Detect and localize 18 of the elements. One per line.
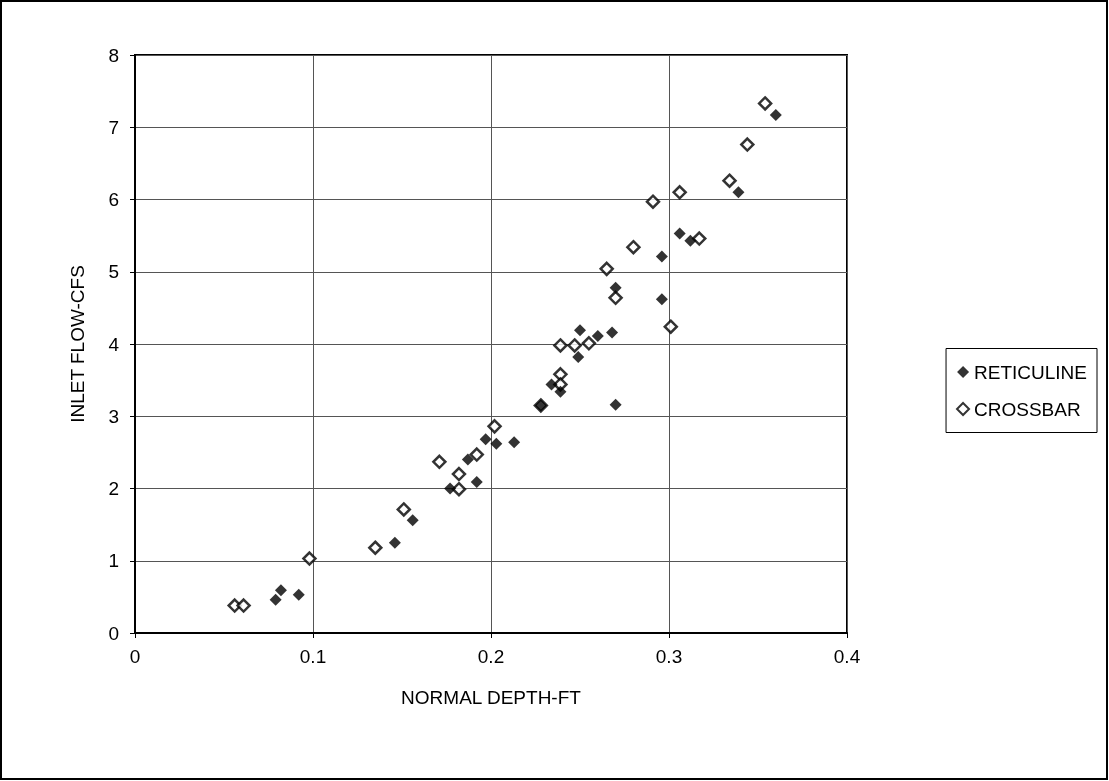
y-tick-label: 1 — [108, 550, 119, 572]
x-tick-label: 0.4 — [833, 646, 861, 667]
y-axis-title: INLET FLOW-CFS — [67, 265, 88, 423]
y-tick-label: 7 — [108, 116, 119, 138]
x-tick-label: 0 — [129, 646, 141, 667]
y-tick-label: 0 — [108, 622, 119, 644]
x-axis-title: NORMAL DEPTH-FT — [401, 687, 582, 708]
x-tick-label: 0.2 — [477, 646, 505, 667]
y-tick-label: 3 — [108, 405, 119, 427]
y-tick-label: 6 — [108, 189, 119, 210]
y-tick-label: 2 — [108, 478, 119, 499]
legend-label: RETICULINE — [974, 361, 1088, 383]
y-tick-label: 8 — [108, 44, 119, 66]
x-tick-label: 0.1 — [299, 646, 327, 667]
legend-label: CROSSBAR — [974, 398, 1081, 420]
y-tick-label: 5 — [108, 261, 119, 283]
x-tick-label: 0.3 — [655, 646, 683, 667]
y-tick-label: 4 — [108, 333, 120, 355]
